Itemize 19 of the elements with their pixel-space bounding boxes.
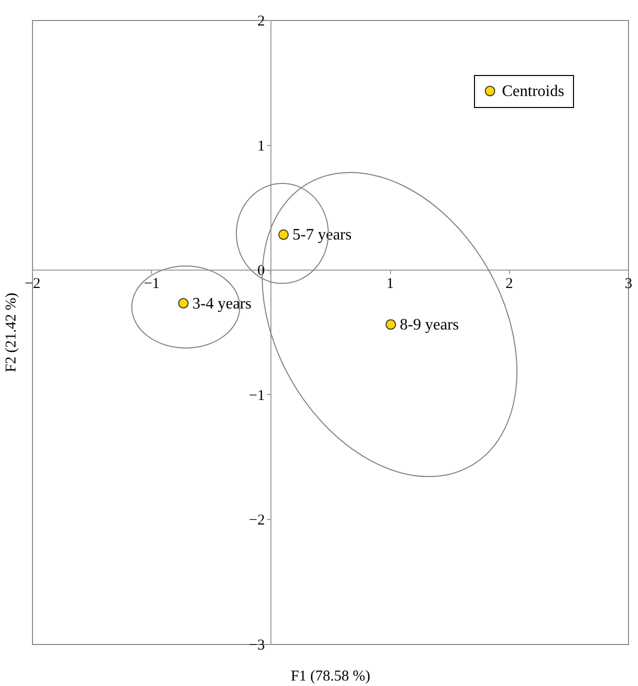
- x-tick-label: 1: [386, 276, 394, 292]
- annotation: 8-9 years: [400, 316, 459, 334]
- x-tick-label: 3: [624, 276, 632, 292]
- annotation: 3-4 years: [192, 295, 252, 312]
- x-tick-label: −1: [144, 276, 160, 292]
- y-tick-label: −3: [248, 638, 265, 654]
- legend-label: Centroids: [502, 83, 564, 100]
- y-tick-label: 2: [257, 14, 265, 30]
- x-axis-title: F1 (78.58 %): [290, 668, 370, 684]
- y-tick-label: 1: [257, 138, 265, 154]
- y-axis-title: F2 (21.42 %): [4, 292, 20, 372]
- point: [278, 229, 289, 240]
- y-tick-label: −1: [248, 388, 265, 404]
- point: [178, 298, 189, 309]
- annotation: 5-7 years: [292, 226, 352, 244]
- x-tick-label: −2: [24, 276, 40, 292]
- y-tick-label: −2: [248, 512, 265, 529]
- x-tick-label: 2: [506, 276, 514, 292]
- point: [386, 319, 396, 330]
